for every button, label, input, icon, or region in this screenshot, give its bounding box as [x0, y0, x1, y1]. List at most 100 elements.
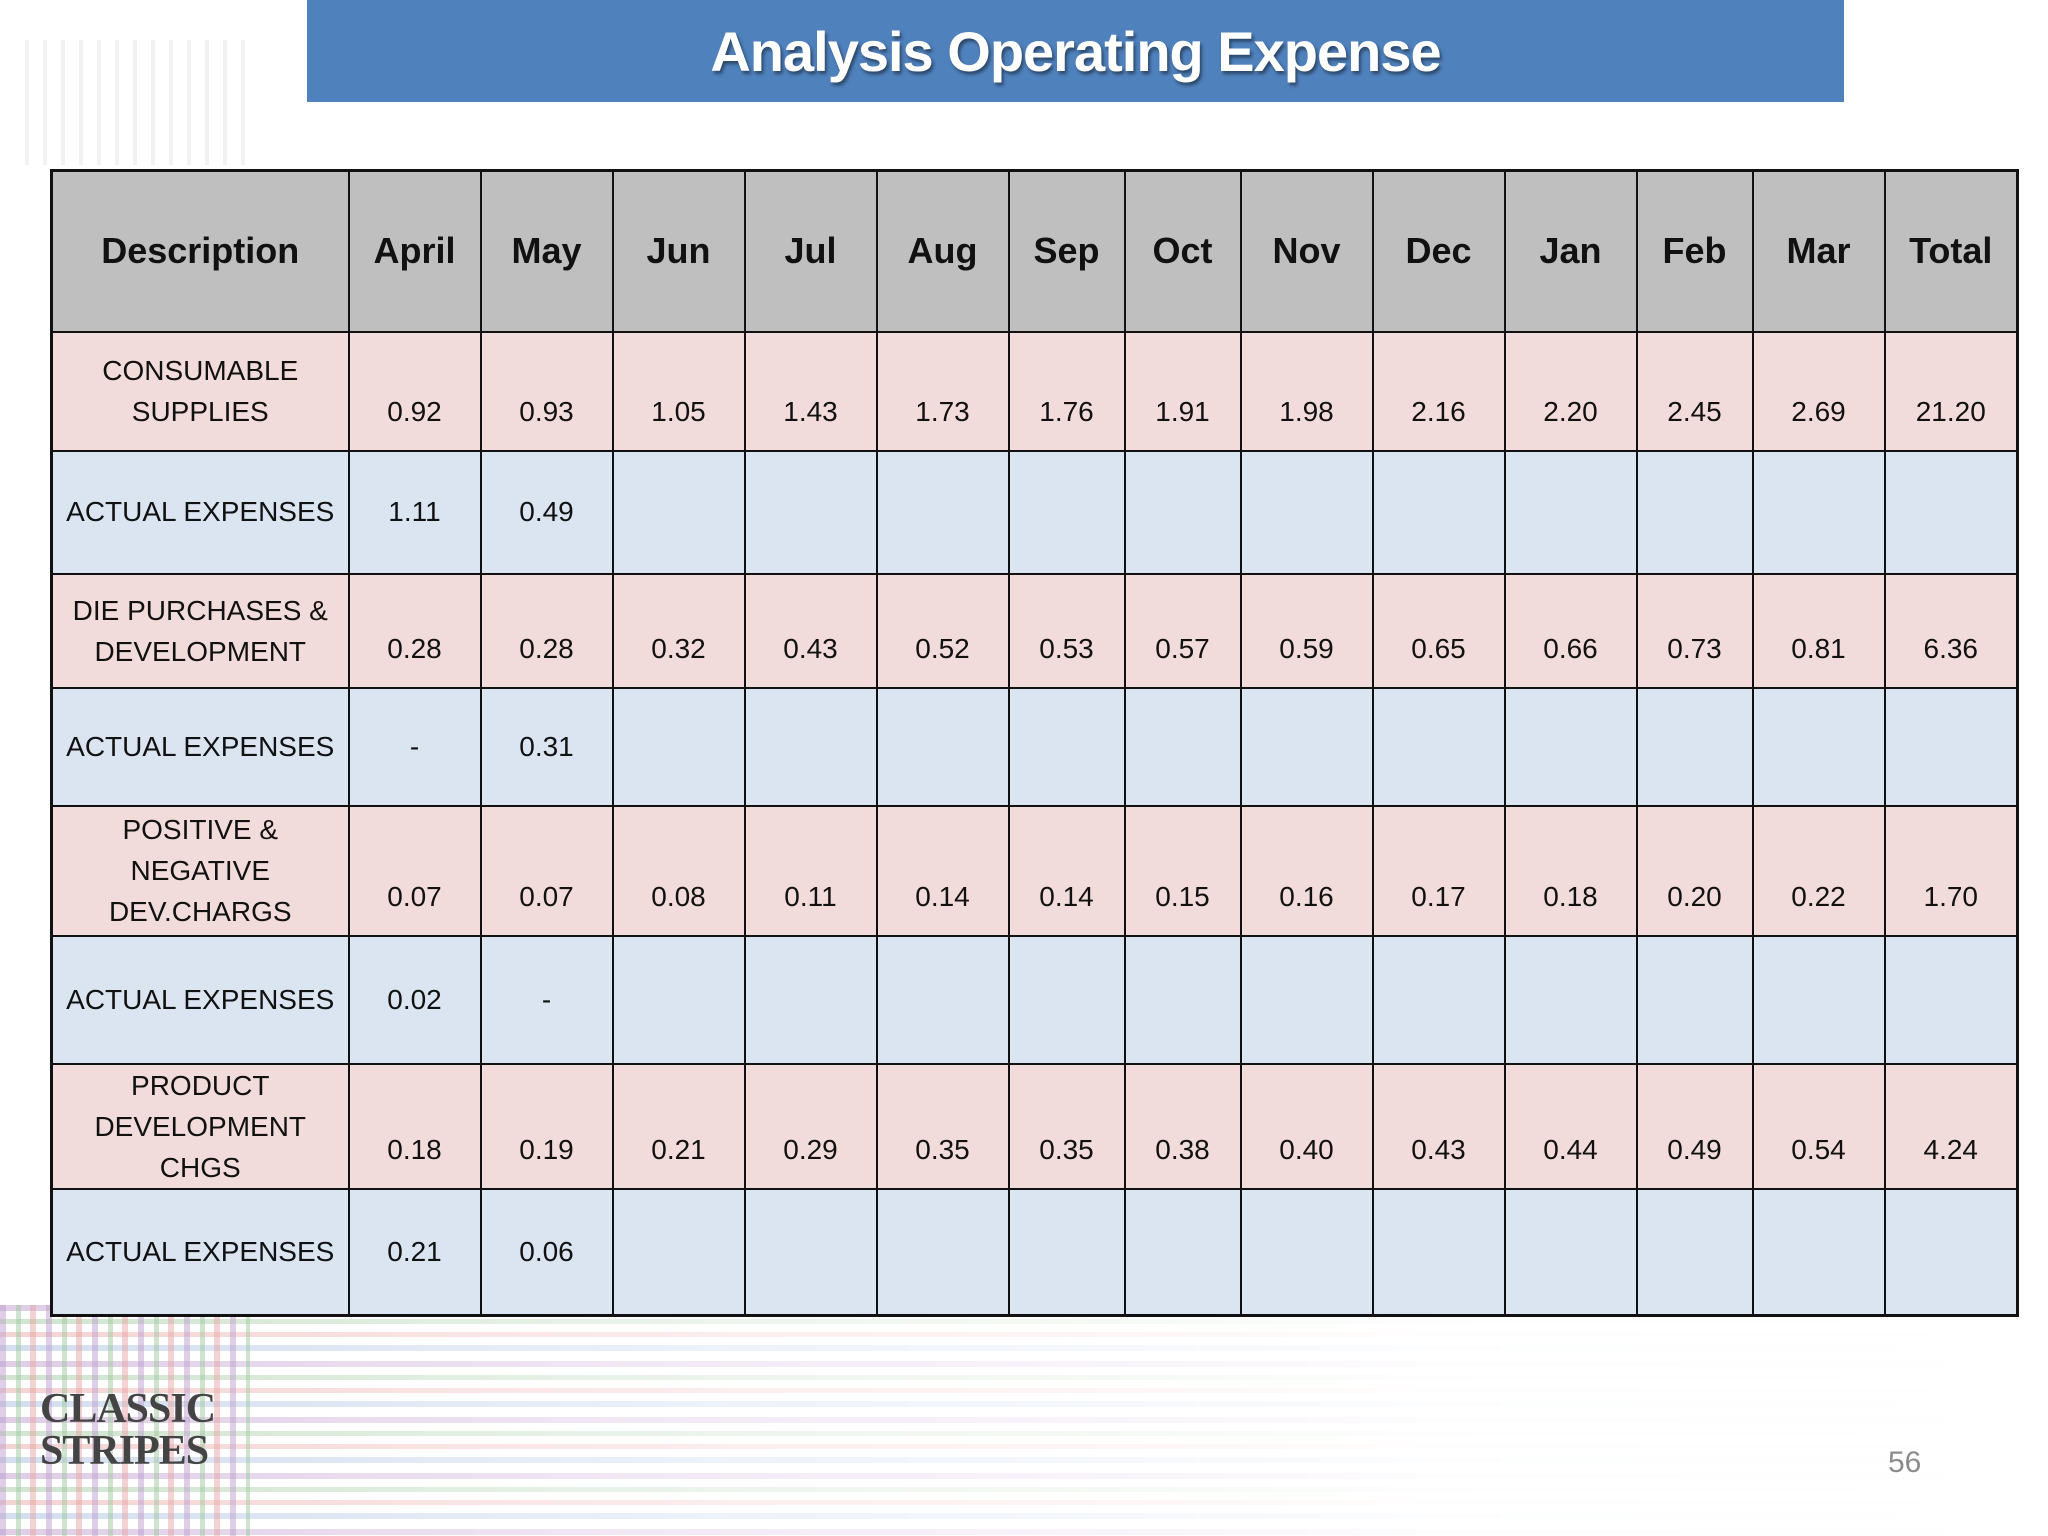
value-cell: 0.08 — [611, 804, 746, 937]
value-cell: 6.36 — [1883, 572, 2019, 689]
row-description-cell: ACTUAL EXPENSES — [50, 449, 350, 575]
decorative-stripes-horizontal — [0, 1305, 2048, 1536]
value-cell — [1503, 449, 1638, 575]
value-cell: 0.43 — [743, 572, 878, 689]
value-cell — [1371, 686, 1506, 807]
header-feb: Feb — [1635, 169, 1754, 333]
value-cell — [1883, 1187, 2019, 1317]
value-cell: 1.91 — [1123, 330, 1242, 452]
table-row-actual: ACTUAL EXPENSES 0.21 0.06 — [50, 1187, 2019, 1317]
logo-watermark — [25, 40, 255, 165]
header-jan: Jan — [1503, 169, 1638, 333]
value-cell: 0.28 — [479, 572, 614, 689]
value-cell — [1883, 934, 2019, 1065]
value-cell: 0.54 — [1751, 1062, 1886, 1190]
value-cell: 0.02 — [347, 934, 482, 1065]
value-cell: 0.06 — [479, 1187, 614, 1317]
header-may: May — [479, 169, 614, 333]
slide-title: Analysis Operating Expense — [710, 19, 1441, 83]
value-cell — [1635, 686, 1754, 807]
row-description-cell: ACTUAL EXPENSES — [50, 1187, 350, 1317]
table-row-budget: DIE PURCHASES & DEVELOPMENT 0.28 0.28 0.32 0… — [50, 572, 2019, 689]
value-cell: 0.21 — [611, 1062, 746, 1190]
value-cell: 0.40 — [1239, 1062, 1374, 1190]
row-description-cell: POSITIVE & NEGATIVE DEV.CHARGS — [50, 804, 350, 937]
value-cell: 0.07 — [479, 804, 614, 937]
row-description-cell: ACTUAL EXPENSES — [50, 934, 350, 1065]
value-cell: 0.29 — [743, 1062, 878, 1190]
value-cell: 1.43 — [743, 330, 878, 452]
value-cell: 0.38 — [1123, 1062, 1242, 1190]
value-cell: 1.11 — [347, 449, 482, 575]
value-cell: 0.22 — [1751, 804, 1886, 937]
value-cell: 0.53 — [1007, 572, 1126, 689]
value-cell: 0.18 — [347, 1062, 482, 1190]
value-cell: 0.18 — [1503, 804, 1638, 937]
value-cell: 1.76 — [1007, 330, 1126, 452]
value-cell — [875, 934, 1010, 1065]
value-cell: 0.57 — [1123, 572, 1242, 689]
value-cell — [1751, 934, 1886, 1065]
value-cell — [1751, 686, 1886, 807]
row-description-cell: DIE PURCHASES & DEVELOPMENT — [50, 572, 350, 689]
value-cell — [1883, 449, 2019, 575]
value-cell: 2.16 — [1371, 330, 1506, 452]
row-description-cell: PRODUCT DEVELOPMENT CHGS — [50, 1062, 350, 1190]
value-cell — [1635, 934, 1754, 1065]
value-cell — [875, 449, 1010, 575]
value-cell: 0.35 — [1007, 1062, 1126, 1190]
value-cell — [1123, 1187, 1242, 1317]
header-oct: Oct — [1123, 169, 1242, 333]
value-cell: 0.17 — [1371, 804, 1506, 937]
header-mar: Mar — [1751, 169, 1886, 333]
table-row-actual: ACTUAL EXPENSES 1.11 0.49 — [50, 449, 2019, 575]
value-cell: 2.69 — [1751, 330, 1886, 452]
value-cell: 0.11 — [743, 804, 878, 937]
value-cell — [1239, 686, 1374, 807]
row-description-cell: ACTUAL EXPENSES — [50, 686, 350, 807]
value-cell — [743, 686, 878, 807]
value-cell: 1.70 — [1883, 804, 2019, 937]
value-cell — [1007, 934, 1126, 1065]
value-cell: 0.31 — [479, 686, 614, 807]
title-bar: Analysis Operating Expense — [307, 0, 1844, 102]
header-jul: Jul — [743, 169, 878, 333]
value-cell — [1123, 934, 1242, 1065]
value-cell — [1371, 934, 1506, 1065]
value-cell — [1503, 686, 1638, 807]
value-cell: 0.14 — [875, 804, 1010, 937]
header-nov: Nov — [1239, 169, 1374, 333]
value-cell — [743, 934, 878, 1065]
value-cell: 0.21 — [347, 1187, 482, 1317]
page-number: 56 — [1888, 1446, 1922, 1479]
value-cell: 0.44 — [1503, 1062, 1638, 1190]
value-cell: 0.20 — [1635, 804, 1754, 937]
header-sep: Sep — [1007, 169, 1126, 333]
value-cell — [1239, 934, 1374, 1065]
table-row-actual: ACTUAL EXPENSES -0.31 — [50, 686, 2019, 807]
value-cell — [1635, 1187, 1754, 1317]
expense-table: Description April May Jun Jul Aug Sep Oct Nov Dec… — [50, 169, 2019, 1317]
value-cell: 1.05 — [611, 330, 746, 452]
value-cell: 0.28 — [347, 572, 482, 689]
value-cell: 0.66 — [1503, 572, 1638, 689]
value-cell: 0.93 — [479, 330, 614, 452]
value-cell — [743, 1187, 878, 1317]
value-cell: 0.59 — [1239, 572, 1374, 689]
value-cell: - — [479, 934, 614, 1065]
table-row-budget: POSITIVE & NEGATIVE DEV.CHARGS 0.07 0.07 0.… — [50, 804, 2019, 937]
value-cell: 0.49 — [479, 449, 614, 575]
value-cell — [611, 1187, 746, 1317]
header-total: Total — [1883, 169, 2019, 333]
value-cell — [1371, 1187, 1506, 1317]
value-cell — [1371, 449, 1506, 575]
value-cell: - — [347, 686, 482, 807]
value-cell: 0.19 — [479, 1062, 614, 1190]
value-cell — [1123, 686, 1242, 807]
value-cell: 0.32 — [611, 572, 746, 689]
value-cell — [875, 1187, 1010, 1317]
header-aug: Aug — [875, 169, 1010, 333]
value-cell — [1635, 449, 1754, 575]
value-cell: 1.98 — [1239, 330, 1374, 452]
value-cell — [1751, 449, 1886, 575]
